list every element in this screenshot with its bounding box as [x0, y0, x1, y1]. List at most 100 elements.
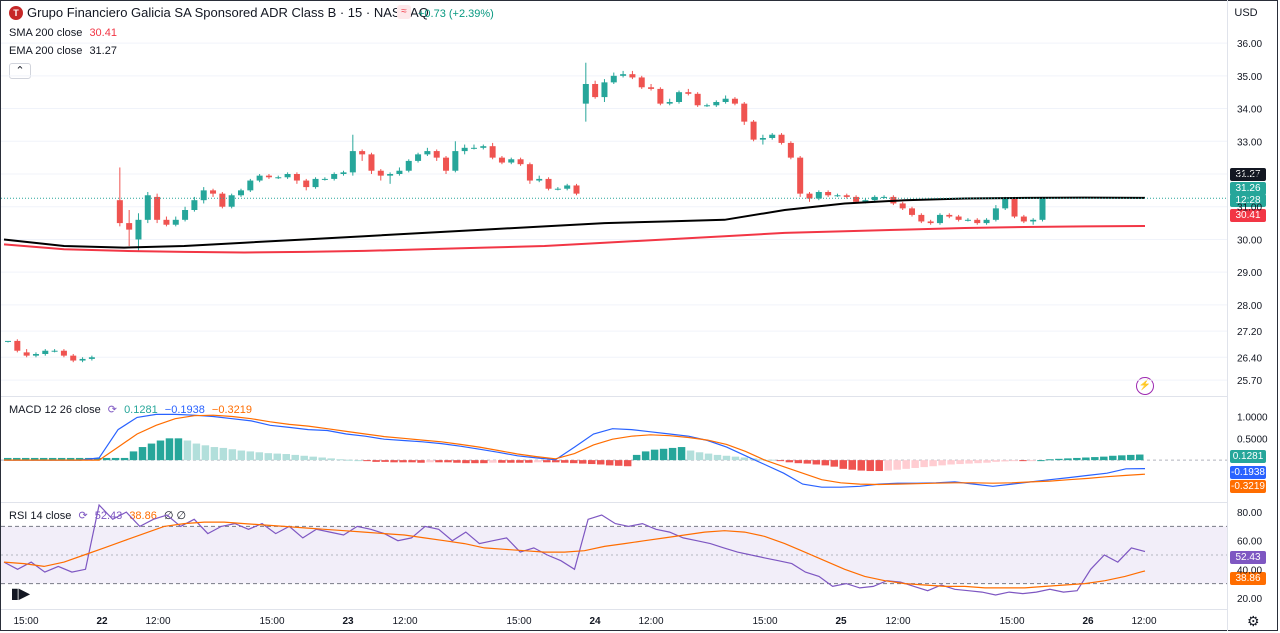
candle-up [1002, 198, 1009, 209]
time-tick-label: 12:00 [885, 616, 910, 627]
candle-up [79, 358, 86, 361]
macd-histogram-bar [453, 460, 461, 463]
symbol-title[interactable]: Grupo Financiero Galicia SA Sponsored AD… [27, 5, 429, 20]
macd-histogram-bar [830, 460, 839, 467]
compare-icon[interactable]: ≈ [397, 5, 411, 19]
candle-up [321, 178, 328, 180]
macd-histogram-bar [12, 457, 21, 461]
time-tick-label: 15:00 [506, 616, 531, 627]
candle-down [629, 74, 636, 78]
price-tick-label: 27.20 [1237, 327, 1262, 338]
time-tick-label: 26 [1082, 616, 1094, 627]
price-tick-label: 30.00 [1237, 235, 1262, 246]
price-change: +0.73 (+2.39%) [418, 8, 494, 20]
macd-histogram-bar [704, 453, 713, 461]
candle-up [284, 174, 291, 178]
macd-histogram-bar [1055, 458, 1063, 461]
candle-down [359, 151, 366, 155]
candle-up [862, 200, 869, 202]
macd-histogram-bar [1082, 457, 1090, 461]
macd-histogram-bar [219, 447, 228, 461]
macd-histogram-bar [1118, 455, 1126, 461]
rsi-line [3, 503, 1146, 596]
macd-label: MACD 12 26 close [9, 404, 101, 416]
candle-up [936, 214, 943, 224]
macd-histogram-bar [866, 460, 874, 472]
candle-down [60, 350, 67, 356]
macd-histogram-bar [1037, 460, 1045, 462]
time-tick-label: 15:00 [13, 616, 38, 627]
candle-up [610, 75, 617, 83]
macd-histogram-bar [785, 460, 794, 463]
candle-up [564, 185, 571, 189]
macd-histogram-bar [686, 450, 695, 461]
ema-price-badge: 31.27 [1230, 168, 1266, 181]
macd-histogram-bar [300, 455, 308, 461]
settings-gear-icon[interactable]: ⚙ [1247, 613, 1260, 629]
macd-histogram-bar [740, 457, 749, 461]
candle-up [396, 170, 403, 174]
macd-histogram-bar [237, 450, 246, 461]
macd-histogram-bar [857, 460, 865, 471]
macd-histogram-bar [992, 460, 1000, 462]
pane-divider-macd[interactable] [1, 396, 1227, 397]
refresh-icon: ⟳ [78, 510, 88, 522]
macd-histogram-bar [372, 460, 380, 462]
macd-histogram-bar [543, 460, 551, 463]
rsi-value: 52.43 [94, 510, 123, 522]
macd-histogram-bar [1109, 455, 1117, 461]
macd-histogram-bar [273, 453, 282, 461]
macd-histogram-bar [623, 460, 632, 467]
candle-up [992, 208, 999, 220]
candle-down [592, 84, 599, 98]
macd-histogram-bar [839, 460, 848, 469]
sma-legend[interactable]: SMA 200 close 30.41 [9, 26, 117, 40]
macd-histogram-bar [255, 452, 264, 461]
macd-histogram-bar [102, 457, 111, 461]
ema-legend[interactable]: EMA 200 close 31.27 [9, 44, 117, 58]
rsi-ma-line [3, 521, 1146, 589]
candle-down [1011, 198, 1018, 217]
macd-histogram-bar [354, 460, 362, 462]
macd-histogram-bar [30, 457, 39, 461]
macd-histogram-bar [758, 459, 767, 461]
tradingview-logo[interactable]: ▮▶ [11, 585, 30, 601]
macd-histogram-bar [605, 460, 614, 466]
candle-down [778, 134, 785, 143]
candle-down [899, 203, 906, 209]
candle-down [955, 216, 962, 220]
price-tick-label: 32.00 [1237, 170, 1262, 181]
candle-down [806, 193, 813, 199]
candle-down [657, 88, 664, 104]
rsi-legend[interactable]: RSI 14 close ⟳ 52.43 38.86 ∅ ∅ [9, 509, 186, 523]
candle-down [116, 200, 123, 224]
lightning-icon[interactable]: ⚡ [1136, 377, 1154, 395]
currency-button[interactable]: USD [1231, 6, 1261, 20]
macd-histogram-bar [336, 459, 344, 461]
macd-histogram-bar [956, 460, 964, 465]
macd-histogram-bar [183, 440, 192, 461]
macd-histogram-bar [66, 457, 75, 461]
macd-tick-label: 1.0000 [1237, 413, 1268, 424]
macd-histogram-bar [1046, 459, 1054, 461]
candle-down [70, 355, 77, 361]
time-tick-label: 25 [835, 616, 847, 627]
macd-histogram-bar [713, 454, 722, 461]
candle-up [387, 174, 394, 176]
rsi-tick-label: 60.00 [1237, 537, 1262, 548]
candle-up [769, 134, 776, 138]
macd-histogram-bar [228, 449, 237, 461]
pane-divider-rsi[interactable] [1, 502, 1227, 503]
macd-histogram-bar [399, 460, 407, 463]
candle-up [470, 147, 477, 149]
candle-down [927, 221, 934, 224]
candle-up [759, 138, 766, 140]
macd-histogram-bar [974, 460, 982, 464]
collapse-legend-button[interactable]: ⌃ [9, 63, 31, 79]
macd-hist-badge: 0.1281 [1230, 450, 1266, 463]
macd-histogram-bar [632, 454, 641, 461]
macd-histogram-bar [309, 456, 317, 461]
macd-legend[interactable]: MACD 12 26 close ⟳ 0.1281 −0.1938 −0.321… [9, 403, 252, 417]
macd-histogram-bar [318, 457, 326, 461]
